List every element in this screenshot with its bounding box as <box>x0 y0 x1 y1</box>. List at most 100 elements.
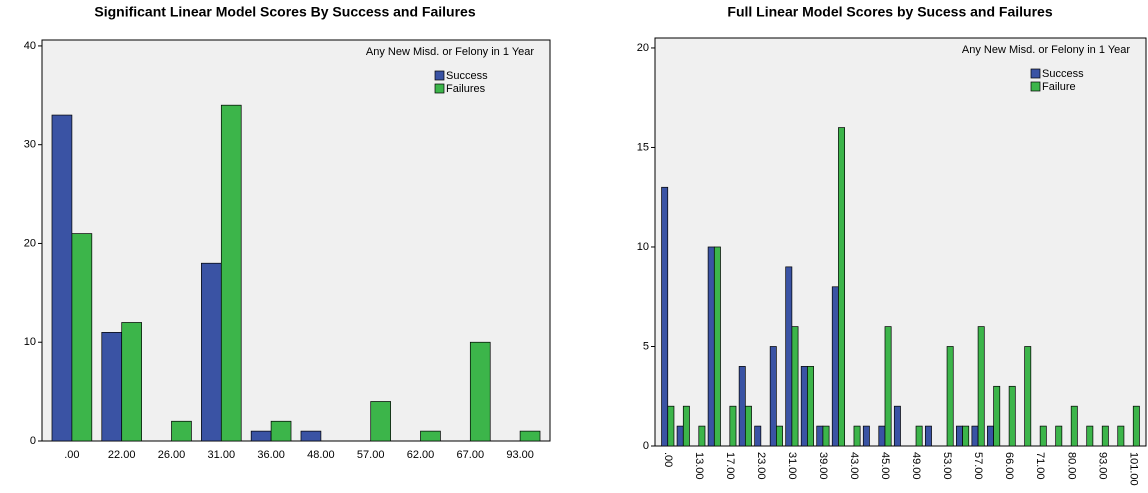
x-tick-label: 67.00 <box>457 449 485 461</box>
x-tick-label: 62.00 <box>407 449 435 461</box>
x-tick-label: 39.00 <box>817 452 829 480</box>
bar <box>884 326 892 447</box>
chart-title: Full Linear Model Scores by Sucess and F… <box>727 4 1052 20</box>
y-tick-label: 0 <box>643 440 649 452</box>
x-tick-label: 49.00 <box>910 452 922 480</box>
y-tick-label: 15 <box>637 141 649 153</box>
chart: Full Linear Model Scores by Sucess and F… <box>637 4 1147 486</box>
bar <box>370 401 391 442</box>
x-tick-label: 93.00 <box>1096 452 1108 480</box>
bar <box>893 405 901 447</box>
x-tick-label: 13.00 <box>693 452 705 480</box>
bar <box>1008 385 1016 447</box>
legend-label: Success <box>1042 68 1084 80</box>
bar <box>816 425 824 447</box>
bar <box>785 266 793 447</box>
bar <box>71 233 93 442</box>
x-tick-label: 23.00 <box>755 452 767 480</box>
bar <box>1039 425 1047 447</box>
bar <box>853 425 861 447</box>
bar <box>971 425 979 447</box>
bar <box>791 326 799 447</box>
x-tick-label: 36.00 <box>257 449 285 461</box>
x-tick-label: 45.00 <box>879 452 891 480</box>
bar <box>946 346 954 447</box>
x-tick-label: 22.00 <box>108 449 136 461</box>
bar <box>250 430 272 442</box>
y-tick-label: 20 <box>637 42 649 54</box>
bar <box>682 405 690 447</box>
bar <box>862 425 870 447</box>
bar <box>220 104 242 442</box>
x-tick-label: 43.00 <box>848 452 860 480</box>
bar <box>667 405 675 447</box>
legend-title: Any New Misd. or Felony in 1 Year <box>962 44 1130 56</box>
bar <box>744 405 752 447</box>
y-tick-label: 5 <box>643 340 649 352</box>
x-tick-label: 93.00 <box>506 449 534 461</box>
bar <box>300 430 322 442</box>
bar <box>915 425 923 447</box>
plot-area <box>654 37 1147 447</box>
bar <box>754 425 762 447</box>
y-tick-label: 30 <box>24 139 36 151</box>
x-tick-label: 66.00 <box>1003 452 1015 480</box>
bar <box>201 262 222 442</box>
y-tick-label: 40 <box>24 40 36 52</box>
legend-swatch <box>434 70 445 81</box>
x-tick-label: 80.00 <box>1065 452 1077 480</box>
x-tick-label: 17.00 <box>724 452 736 480</box>
bar <box>776 425 783 447</box>
x-tick-label: 31.00 <box>208 449 236 461</box>
bar <box>800 366 808 447</box>
x-tick-label: 53.00 <box>941 452 953 480</box>
bar <box>676 425 684 447</box>
y-tick-label: 10 <box>637 241 649 253</box>
bar <box>51 114 73 442</box>
x-tick-label: 48.00 <box>307 449 335 461</box>
legend-swatch <box>1030 81 1041 92</box>
x-tick-label: .00 <box>662 452 674 467</box>
bar <box>956 425 963 447</box>
bar <box>1070 405 1078 447</box>
bar <box>469 341 491 442</box>
x-tick-label: 57.00 <box>357 449 385 461</box>
bar <box>1132 405 1140 447</box>
bar <box>1024 346 1032 447</box>
bar <box>987 425 994 447</box>
bar <box>101 332 123 442</box>
chart: Significant Linear Model Scores By Succe… <box>24 4 551 461</box>
bar <box>977 326 985 447</box>
legend-label: Success <box>446 70 488 82</box>
bar <box>698 425 706 447</box>
bar <box>838 127 845 447</box>
bar <box>661 186 669 447</box>
bar <box>962 425 970 447</box>
bar <box>738 366 746 447</box>
legend-swatch <box>1030 68 1041 79</box>
legend-swatch <box>434 83 445 94</box>
bar <box>769 346 777 447</box>
legend-title: Any New Misd. or Felony in 1 Year <box>366 46 534 58</box>
chart-title: Significant Linear Model Scores By Succe… <box>94 4 475 20</box>
bar <box>1086 425 1094 447</box>
bar <box>1101 425 1109 447</box>
x-tick-label: 26.00 <box>158 449 186 461</box>
x-tick-label: 31.00 <box>786 452 798 480</box>
bar <box>993 385 1001 447</box>
legend-label: Failures <box>446 83 486 95</box>
bar <box>713 246 721 447</box>
bar <box>878 425 886 447</box>
bar <box>420 430 441 442</box>
x-tick-label: .00 <box>64 449 79 461</box>
legend-label: Failure <box>1042 81 1076 93</box>
bar <box>831 286 839 447</box>
bar <box>807 366 814 447</box>
bar <box>519 430 541 442</box>
bar <box>270 420 292 442</box>
bar <box>171 420 192 442</box>
x-tick-label: 57.00 <box>972 452 984 480</box>
bar <box>822 425 830 447</box>
bar <box>1117 425 1125 447</box>
